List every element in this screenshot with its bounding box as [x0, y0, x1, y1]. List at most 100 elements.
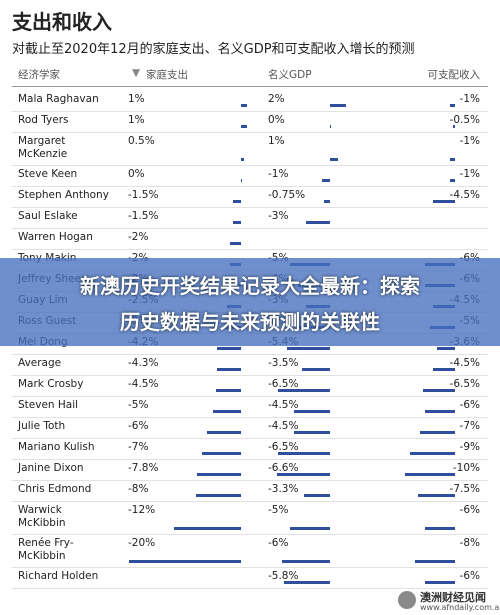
row-name: Mala Raghavan	[18, 93, 99, 105]
bar	[241, 158, 244, 161]
cell-value: -2%	[128, 231, 149, 243]
bar	[330, 125, 331, 128]
cell-value: -7.5%	[449, 483, 480, 495]
row-name: Steve Keen	[18, 168, 78, 180]
bar	[241, 104, 247, 107]
row-name: McKenzie	[18, 148, 68, 160]
banner-line: 历史数据与未来预测的关联性	[120, 310, 380, 334]
bar	[229, 242, 241, 245]
cell-value: 0.5%	[128, 135, 155, 147]
row-name: Renée Fry-	[18, 537, 74, 549]
row-rule	[12, 534, 488, 535]
row-rule	[12, 567, 488, 568]
cell-value: -8%	[128, 483, 149, 495]
bar	[417, 494, 455, 497]
cell-value: -8%	[459, 537, 480, 549]
cell-value: 1%	[268, 135, 285, 147]
bar	[415, 560, 455, 563]
bar	[303, 494, 330, 497]
row-rule	[12, 354, 488, 355]
bar	[450, 104, 455, 107]
cell-value: -3.5%	[268, 357, 299, 369]
cell-value: -12%	[128, 504, 156, 516]
banner	[0, 258, 500, 346]
cell-value: 1%	[128, 114, 145, 126]
row-rule	[12, 459, 488, 460]
row-name: Richard Holden	[18, 570, 99, 582]
row-name: Stephen Anthony	[18, 189, 109, 201]
row-name: Warren Hogan	[18, 231, 93, 243]
row-name: Chris Edmond	[18, 483, 92, 495]
cell-value: -1%	[459, 93, 480, 105]
cell-value: -4.3%	[128, 357, 159, 369]
bar	[283, 581, 330, 584]
cell-value: 1%	[128, 93, 145, 105]
header: 名义GDP	[268, 69, 312, 81]
row-name: McKibbin	[18, 517, 66, 529]
cell-value: 0%	[268, 114, 285, 126]
row-rule	[12, 249, 488, 250]
row-rule	[12, 480, 488, 481]
bar	[196, 494, 241, 497]
bar	[201, 452, 241, 455]
cell-value: -5%	[128, 399, 149, 411]
cell-value: -6.5%	[268, 441, 299, 453]
row-name: Average	[18, 357, 62, 369]
bar	[422, 389, 455, 392]
row-rule	[12, 417, 488, 418]
bar	[207, 431, 241, 434]
row-rule	[12, 132, 488, 133]
bar	[432, 368, 455, 371]
bar	[294, 410, 330, 413]
cell-value: -4.5%	[268, 399, 299, 411]
bar	[286, 347, 330, 350]
cell-value: -20%	[128, 537, 156, 549]
cell-value: -1.5%	[128, 189, 159, 201]
bar	[432, 200, 455, 203]
cell-value: -6%	[459, 399, 480, 411]
bar	[437, 347, 455, 350]
row-rule	[12, 438, 488, 439]
bar	[330, 158, 338, 161]
bar	[410, 452, 455, 455]
cell-value: -0.5%	[449, 114, 480, 126]
bar	[215, 389, 241, 392]
cell-value: -4.5%	[449, 189, 480, 201]
row-name: Steven Hail	[18, 399, 79, 411]
header: 可支配收入	[427, 69, 481, 81]
bar	[306, 221, 330, 224]
cell-value: -5.8%	[268, 570, 299, 582]
row-name: Mark Crosby	[18, 378, 84, 390]
bar	[216, 368, 241, 371]
cell-value: -4.5%	[449, 357, 480, 369]
row-rule	[12, 207, 488, 208]
cell-value: -3%	[268, 210, 289, 222]
row-rule	[12, 375, 488, 376]
bar	[232, 200, 241, 203]
cell-value: 0%	[128, 168, 145, 180]
cell-value: -7.8%	[128, 462, 159, 474]
bar	[420, 431, 455, 434]
row-rule	[12, 228, 488, 229]
bar	[425, 581, 455, 584]
bar	[232, 221, 241, 224]
subtitle: 对截止至2020年12月的家庭支出、名义GDP和可支配收入增长的预测	[12, 42, 415, 57]
bar	[302, 368, 330, 371]
bar	[277, 473, 330, 476]
bar	[322, 179, 330, 182]
bar	[425, 527, 455, 530]
cell-value: -6%	[459, 570, 480, 582]
row-rule	[12, 186, 488, 187]
row-name: Margaret	[18, 135, 66, 147]
row-rule	[12, 588, 488, 589]
row-name: Warwick	[18, 504, 62, 516]
cell-value: -4.5%	[268, 420, 299, 432]
cell-value: -7%	[128, 441, 149, 453]
cell-value: 2%	[268, 93, 285, 105]
bar	[425, 410, 455, 413]
row-name: Mariano Kulish	[18, 441, 95, 453]
bar	[241, 179, 242, 182]
sort-icon: ▼	[132, 67, 141, 79]
bar	[282, 560, 330, 563]
bar	[213, 410, 241, 413]
